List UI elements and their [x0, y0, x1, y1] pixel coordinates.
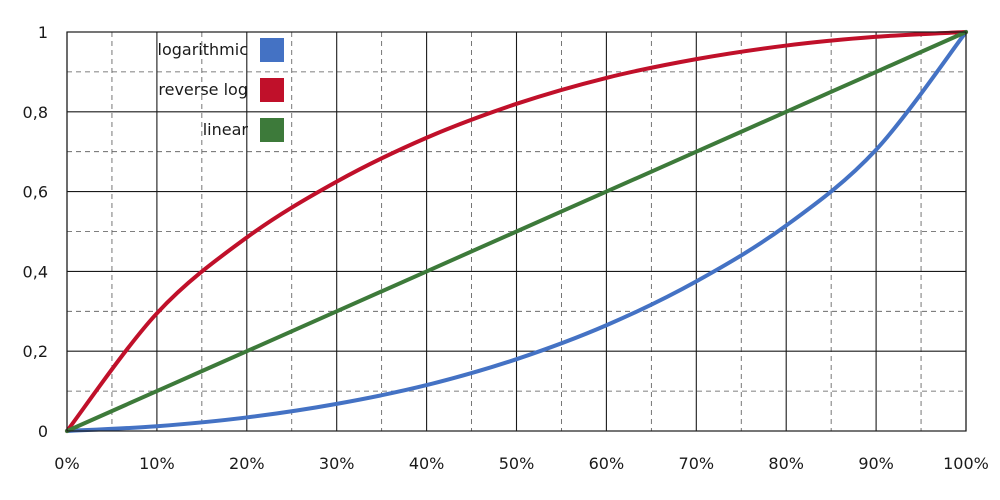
y-tick-labels: 0 0,2 0,4 0,6 0,8 1 [23, 23, 48, 441]
x-tick-label: 70% [679, 454, 715, 473]
x-tick-label: 10% [139, 454, 175, 473]
x-tick-label: 50% [499, 454, 535, 473]
x-tick-label: 60% [589, 454, 625, 473]
x-tick-label: 40% [409, 454, 445, 473]
y-tick-label: 1 [38, 23, 48, 42]
legend-label-logarithmic: logarithmic [158, 40, 248, 59]
y-tick-label: 0 [38, 422, 48, 441]
legend-swatch-reverse-log [260, 78, 284, 102]
legend-swatch-logarithmic [260, 38, 284, 62]
x-tick-labels: 0% 10% 20% 30% 40% 50% 60% 70% 80% 90% 100% [54, 454, 989, 473]
legend: logarithmic reverse log linear [158, 38, 287, 148]
y-tick-label: 0,2 [23, 342, 48, 361]
legend-label-linear: linear [203, 120, 249, 139]
y-tick-label: 0,8 [23, 103, 48, 122]
legend-swatch-linear [260, 118, 284, 142]
legend-label-reverse-log: reverse log [158, 80, 248, 99]
x-tick-label: 20% [229, 454, 265, 473]
y-tick-label: 0,4 [23, 262, 48, 281]
series-lines [65, 30, 968, 433]
y-tick-label: 0,6 [23, 183, 48, 202]
minor-grid [67, 32, 966, 431]
x-tick-label: 90% [858, 454, 894, 473]
x-tick-label: 30% [319, 454, 355, 473]
series-line-linear [65, 30, 968, 433]
plot-frame [66, 31, 967, 432]
x-tick-label: 0% [54, 454, 79, 473]
x-tick-label: 100% [943, 454, 989, 473]
series-line-logarithmic [65, 30, 968, 433]
x-tick-label: 80% [768, 454, 804, 473]
series-line-reverse-log [65, 30, 968, 433]
